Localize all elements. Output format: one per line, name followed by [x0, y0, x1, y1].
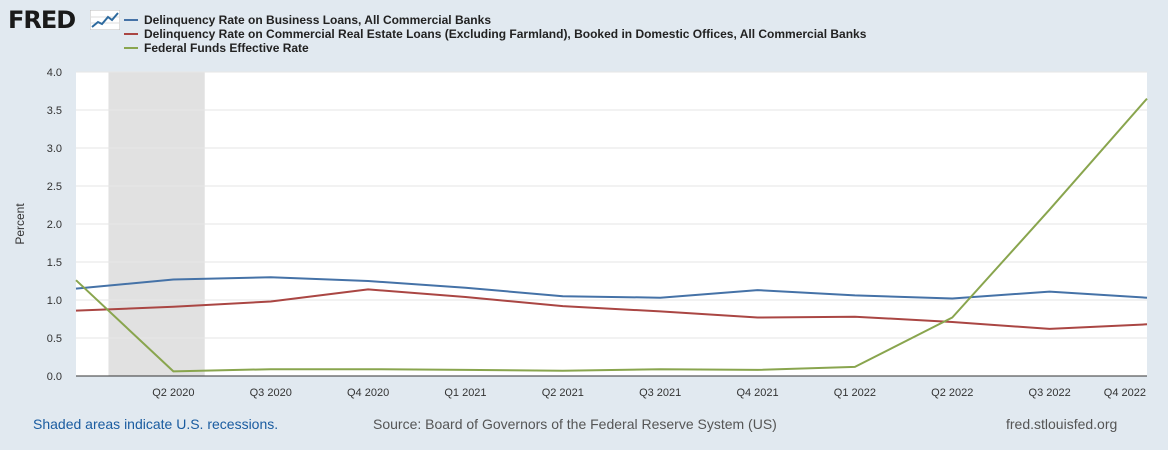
- y-tick-label: 3.5: [47, 105, 62, 117]
- x-tick-label: Q4 2022: [1104, 387, 1146, 399]
- x-tick-label: Q3 2022: [1029, 387, 1071, 399]
- x-tick-label: Q2 2021: [542, 387, 584, 399]
- x-tick-label: Q3 2021: [639, 387, 681, 399]
- y-tick-label: 3.0: [47, 143, 62, 155]
- y-tick-label: 2.5: [47, 181, 62, 193]
- legend-swatch: [124, 33, 138, 35]
- fred-logo-text: FRED: [8, 6, 76, 34]
- recession-note-link[interactable]: Shaded areas indicate U.S. recessions.: [33, 416, 279, 432]
- legend-label: Delinquency Rate on Commercial Real Esta…: [144, 27, 867, 41]
- legend-item-commercial-real-estate[interactable]: Delinquency Rate on Commercial Real Esta…: [124, 27, 866, 41]
- legend-swatch: [124, 47, 138, 49]
- y-tick-label: 4.0: [47, 67, 62, 79]
- x-tick-label: Q4 2021: [736, 387, 778, 399]
- series-line-business-loans[interactable]: [75, 276, 1148, 300]
- series-line-fed-funds-rate[interactable]: [75, 97, 1148, 373]
- series-line-commercial-real-estate[interactable]: [75, 288, 1148, 330]
- y-tick-label: 0.0: [47, 371, 62, 383]
- chart-legend: Delinquency Rate on Business Loans, All …: [124, 13, 866, 55]
- fred-logo[interactable]: FRED: [8, 6, 120, 34]
- chart-footer: Shaded areas indicate U.S. recessions. S…: [0, 416, 1168, 436]
- x-tick-label: Q3 2020: [250, 387, 292, 399]
- legend-item-business-loans[interactable]: Delinquency Rate on Business Loans, All …: [124, 13, 866, 27]
- legend-swatch: [124, 19, 138, 21]
- y-tick-label: 1.5: [47, 257, 62, 269]
- legend-label: Federal Funds Effective Rate: [144, 41, 309, 55]
- y-tick-label: 1.0: [47, 295, 62, 307]
- x-tick-label: Q1 2021: [444, 387, 486, 399]
- source-text: Source: Board of Governors of the Federa…: [373, 416, 777, 432]
- x-tick-label: Q1 2022: [834, 387, 876, 399]
- y-tick-label: 0.5: [47, 333, 62, 345]
- y-axis-label: Percent: [13, 203, 27, 245]
- line-chart: 0.0 0.5 1.0 1.5 2.0 2.5 3.0 3.5 4.0 Q2 2020 Q3 20…: [13, 67, 1148, 399]
- x-tick-label: Q2 2020: [152, 387, 194, 399]
- site-link[interactable]: fred.stlouisfed.org: [1006, 416, 1118, 432]
- chart-logo-icon: [90, 10, 120, 30]
- legend-item-fed-funds-rate[interactable]: Federal Funds Effective Rate: [124, 41, 866, 55]
- legend-label: Delinquency Rate on Business Loans, All …: [144, 13, 491, 27]
- x-tick-label: Q2 2022: [931, 387, 973, 399]
- x-tick-label: Q4 2020: [347, 387, 389, 399]
- y-tick-label: 2.0: [47, 219, 62, 231]
